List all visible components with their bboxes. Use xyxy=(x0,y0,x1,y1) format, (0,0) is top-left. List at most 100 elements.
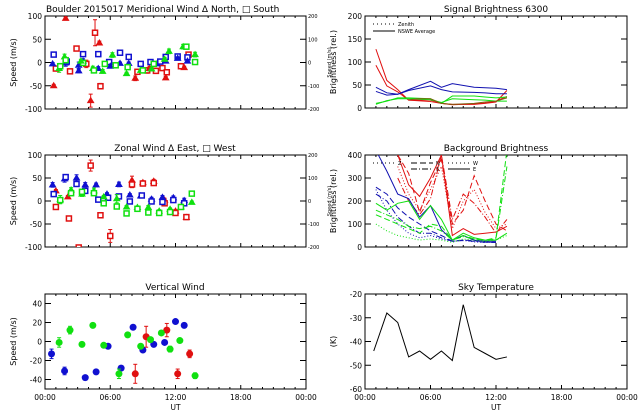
series-line-green-N xyxy=(375,155,507,241)
data-point-circle xyxy=(157,329,165,337)
data-point-circle xyxy=(137,342,145,350)
data-point-triangle xyxy=(74,66,83,74)
data-point-square xyxy=(137,60,144,68)
data-point-circle xyxy=(78,340,86,348)
data-point-triangle xyxy=(173,54,182,61)
data-point-circle xyxy=(66,326,74,334)
data-point-triangle xyxy=(125,191,134,198)
y-tick-label: 200 xyxy=(348,12,363,21)
data-point-square xyxy=(150,60,157,68)
x-tick-label: 18:00 xyxy=(230,393,252,402)
panel-background: Background Brightness 0 100 200 300 400 Bright… xyxy=(329,144,628,252)
y-tick-label: 0 xyxy=(37,338,42,347)
data-point-triangle xyxy=(165,47,173,54)
data-point-square xyxy=(90,67,98,74)
panel-skytemp: Sky Temperature 00:00 06:00 12:00 18:00 00:00… xyxy=(329,283,638,412)
data-point-square xyxy=(177,203,185,211)
series-line-red-zenith xyxy=(375,48,508,105)
data-point-square xyxy=(107,232,114,240)
y-tick-label: 0 xyxy=(37,59,42,68)
data-point-square xyxy=(139,67,147,74)
data-point-triangle xyxy=(131,74,140,81)
y2-tick-label: -200 xyxy=(308,245,319,251)
data-point-square xyxy=(148,198,155,205)
y-tick-label: -100 xyxy=(25,105,42,114)
data-point-square xyxy=(97,212,104,219)
y-tick-label: -100 xyxy=(25,243,42,252)
y-tick-label: 50 xyxy=(352,81,362,90)
data-point-circle xyxy=(161,338,169,346)
data-point-circle xyxy=(48,350,56,358)
data-point-triangle xyxy=(122,69,131,77)
series-line-olive xyxy=(408,97,508,105)
x-axis-label: UT xyxy=(491,403,501,412)
y2-tick-label: -100 xyxy=(308,222,319,228)
data-point-square xyxy=(95,50,102,58)
panel-meridional: Boulder 2015017 Meridional Wind Δ North,… xyxy=(9,5,333,114)
data-point-square xyxy=(87,162,94,169)
y2-tick-label: 0 xyxy=(308,61,311,67)
plot-area xyxy=(48,159,196,247)
series-line-blue-avg xyxy=(375,85,507,96)
legend-label: Zenith xyxy=(398,22,414,28)
data-point-square xyxy=(166,208,174,216)
data-point-square xyxy=(97,82,104,90)
y-axis-label: Speed (m/s) xyxy=(9,317,18,366)
data-point-square xyxy=(125,53,132,61)
data-point-square xyxy=(100,200,107,207)
x-tick-label: 06:00 xyxy=(420,393,442,402)
series-line-green-avg xyxy=(375,98,507,105)
x-tick-label: 12:00 xyxy=(485,393,507,402)
data-point-square xyxy=(180,200,188,207)
x-axis-label: UT xyxy=(170,403,180,412)
y-tick-label: 40 xyxy=(32,300,42,309)
y-tick-label: 0 xyxy=(357,104,362,113)
data-point-square xyxy=(163,69,171,76)
x-tick-label: 12:00 xyxy=(165,393,187,402)
data-point-triangle xyxy=(48,59,57,67)
data-point-triangle xyxy=(187,198,196,205)
data-point-triangle xyxy=(61,16,70,21)
data-point-square xyxy=(183,213,190,221)
data-point-circle xyxy=(115,370,123,378)
data-point-square xyxy=(126,198,134,205)
y-tick-label: 150 xyxy=(348,35,363,44)
data-point-square xyxy=(101,60,109,68)
data-point-circle xyxy=(174,370,182,378)
data-point-triangle xyxy=(112,194,121,202)
y-tick-label: -50 xyxy=(30,82,42,91)
data-point-circle xyxy=(166,345,174,353)
y-axis-label: (K) xyxy=(329,336,338,348)
data-point-square xyxy=(172,209,179,217)
data-point-square xyxy=(113,203,121,210)
data-point-square xyxy=(134,205,141,213)
data-point-circle xyxy=(61,367,69,375)
data-point-square xyxy=(188,190,196,197)
data-point-circle xyxy=(55,338,63,346)
data-point-triangle xyxy=(183,57,192,64)
series-line-green-Z xyxy=(375,223,508,243)
data-point-square xyxy=(73,180,80,188)
data-point-square xyxy=(79,50,87,58)
y-tick-label: 50 xyxy=(32,35,42,44)
chart-title: Background Brightness xyxy=(444,144,549,154)
data-point-square xyxy=(112,62,119,69)
data-point-square xyxy=(170,196,177,204)
y-tick-label: 100 xyxy=(348,220,363,229)
data-point-square xyxy=(78,188,86,196)
legend-label: Z xyxy=(398,161,402,167)
chart-title: Boulder 2015017 Meridional Wind Δ North,… xyxy=(46,5,279,15)
plot-area xyxy=(375,48,508,106)
data-point-square xyxy=(183,43,190,50)
y2-axis-label: Speed (m/s) xyxy=(327,186,333,216)
chart-title: Sky Temperature xyxy=(458,283,534,293)
data-point-square xyxy=(56,196,64,204)
data-point-square xyxy=(139,180,147,187)
data-point-circle xyxy=(92,368,100,376)
y-tick-label: 400 xyxy=(348,151,363,160)
y-axis-label: Brightness (rel.) xyxy=(329,169,338,233)
y-tick-label: -30 xyxy=(350,314,362,323)
data-point-triangle xyxy=(115,180,123,187)
y-tick-label: 100 xyxy=(28,151,43,160)
data-point-triangle xyxy=(99,192,108,200)
